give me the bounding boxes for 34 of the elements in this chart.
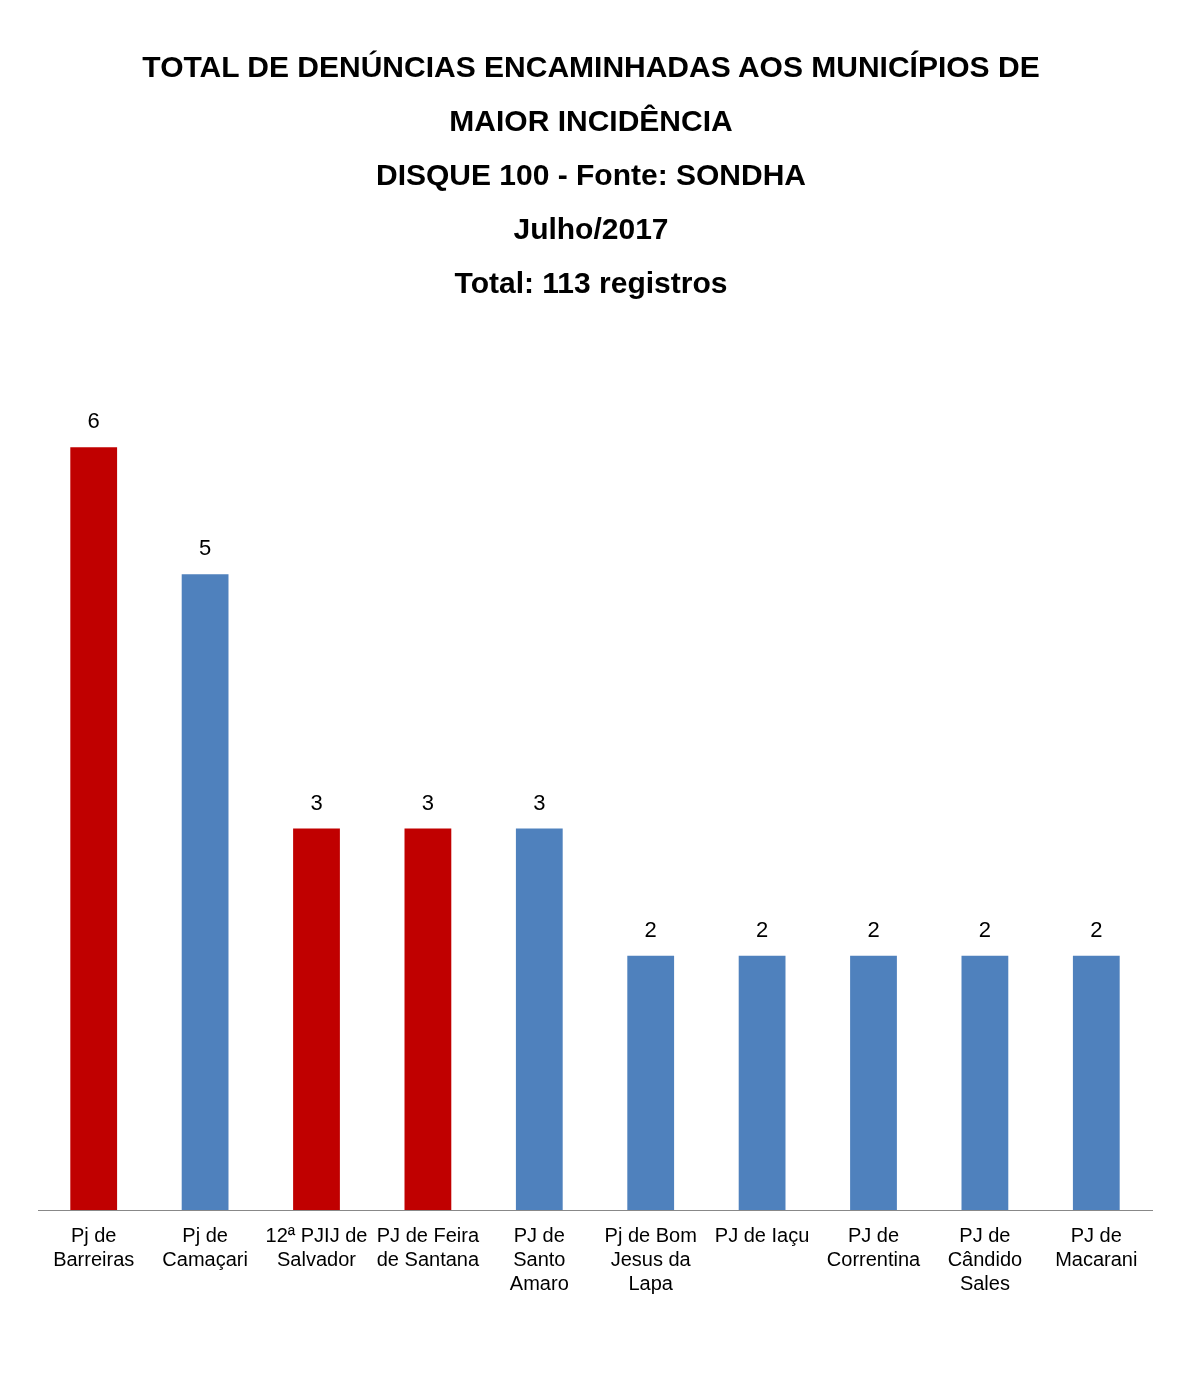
text: Total: 113 registros xyxy=(453,265,729,301)
x-tick-label: PJ de Cândido Sales xyxy=(947,1223,1023,1294)
data-label: 3 xyxy=(533,789,546,815)
bar xyxy=(1072,955,1120,1210)
bar xyxy=(738,955,786,1210)
x-tick-label: PJ de Santo Amaro xyxy=(509,1223,569,1294)
x-tick-label: Pj de Bom Jesus da Lapa xyxy=(604,1223,697,1294)
data-label: 3 xyxy=(421,789,435,815)
data-label: 2 xyxy=(978,916,992,942)
bar xyxy=(181,574,229,1210)
x-tick-label: 12ª PJIJ de Salvador xyxy=(265,1223,368,1270)
x-tick-label: PJ de Iaçu xyxy=(714,1223,810,1246)
bar xyxy=(293,828,340,1210)
data-label: 5 xyxy=(198,535,212,561)
x-tick-label: PJ de Correntina xyxy=(826,1223,922,1270)
chart-subtitle: DISQUE 100 - Fonte: SONDHA xyxy=(374,157,808,193)
text: Julho/2017 xyxy=(512,211,670,247)
data-label: 2 xyxy=(644,916,657,942)
bar xyxy=(515,828,563,1210)
x-tick-label: Pj de Camaçari xyxy=(162,1223,248,1270)
bar xyxy=(850,955,897,1210)
x-tick-label: PJ de Feira de Santana xyxy=(376,1223,480,1270)
data-label: 2 xyxy=(867,916,880,942)
bar xyxy=(404,828,452,1210)
data-label: 3 xyxy=(310,789,323,815)
x-tick-label: Pj de Barreiras xyxy=(53,1223,135,1270)
bar xyxy=(961,955,1009,1210)
bar xyxy=(627,955,675,1210)
data-label: 6 xyxy=(87,408,100,434)
data-label: 2 xyxy=(1090,916,1103,942)
x-tick-label: PJ de Macarani xyxy=(1055,1223,1138,1270)
chart-title: TOTAL DE DENÚNCIAS ENCAMINHADAS AOS MUNICÍPIOS DE MAIOR INCIDÊNCIA xyxy=(141,49,1041,139)
data-label: 2 xyxy=(755,916,769,942)
bar xyxy=(70,447,118,1210)
